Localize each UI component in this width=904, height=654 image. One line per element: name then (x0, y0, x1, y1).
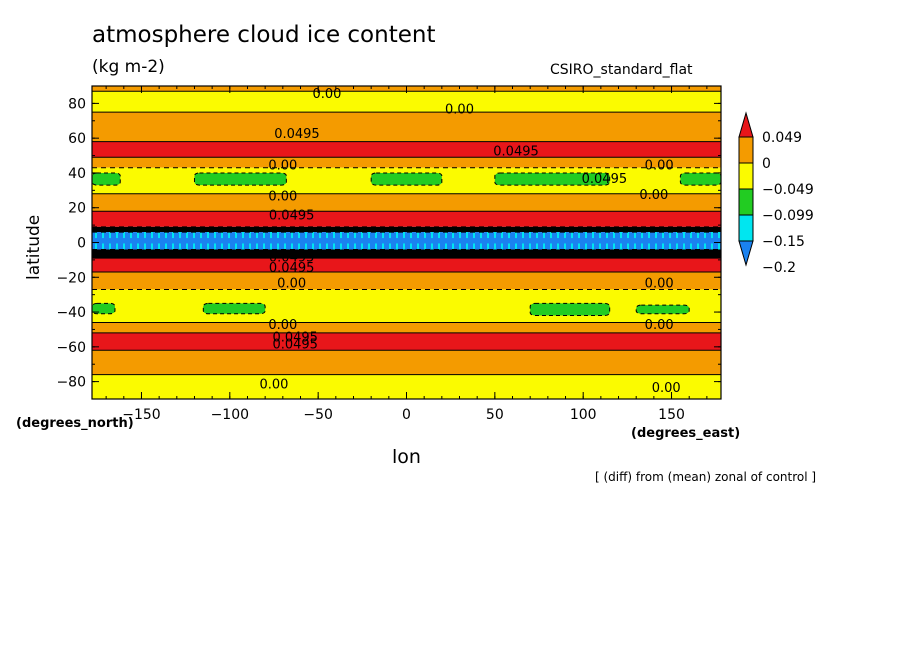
colorbar-label: 0.049 (762, 130, 802, 146)
x-tick-label: 100 (570, 407, 597, 423)
contour-label-2: 0.0495 (274, 127, 320, 142)
band-1 (92, 91, 721, 113)
x-tick-label: −100 (211, 407, 249, 423)
contour-label-1: 0.00 (445, 103, 474, 118)
colorbar-label: −0.2 (762, 260, 796, 276)
y-tick-label: 40 (68, 166, 86, 182)
colorbar-segment-1 (738, 136, 754, 164)
band-13 (92, 289, 721, 323)
y-tick-label: −40 (56, 305, 86, 321)
y-tick-label: −60 (56, 340, 86, 356)
y-tick-label: −80 (56, 375, 86, 391)
contour-label-5: 0.00 (645, 158, 674, 173)
band-8 (92, 226, 721, 233)
band-16 (92, 350, 721, 375)
chart-title: atmosphere cloud ice content (92, 22, 436, 48)
green-patch-2 (370, 172, 443, 186)
green-patch-0 (91, 172, 121, 186)
contour-label-15: 0.00 (645, 318, 674, 333)
band-15 (92, 332, 721, 351)
y-axis-label: latitude (24, 214, 44, 280)
band-7 (92, 211, 721, 227)
y-tick-label: 0 (77, 236, 86, 252)
contour-label-12: 0.0495 (269, 250, 315, 265)
colorbar-segment-2 (738, 162, 754, 190)
contour-bands (92, 86, 721, 399)
green-patch-7 (529, 302, 611, 317)
green-patch-8 (635, 304, 690, 315)
contour-label-4: 0.00 (268, 158, 297, 173)
contour-label-6: 0.0495 (582, 172, 628, 187)
contour-label-18: 0.00 (260, 377, 289, 392)
green-patch-6 (202, 302, 266, 315)
x-unit-label: (degrees_east) (631, 426, 741, 441)
footnote: [ (diff) from (mean) zonal of control ] (595, 470, 817, 484)
contour-label-0: 0.00 (313, 87, 342, 102)
equatorial-ticks (95, 232, 720, 250)
green-patches (91, 172, 722, 317)
y-tick-label: −20 (56, 270, 86, 286)
y-tick-label: 20 (68, 201, 86, 217)
model-name: CSIRO_standard_flat (550, 62, 693, 78)
contour-label-3: 0.0495 (493, 144, 539, 159)
green-patch-4 (679, 172, 722, 186)
colorbar-arrow-top (738, 111, 754, 138)
y-tick-label: 80 (68, 96, 86, 112)
colorbar-segment-4 (738, 214, 754, 242)
contour-lines (92, 90, 721, 376)
x-tick-label: 50 (486, 407, 504, 423)
colorbar-segment-3 (738, 188, 754, 216)
contour-label-7: 0.00 (268, 190, 297, 205)
band-2 (92, 112, 721, 142)
band-12 (92, 272, 721, 290)
contour-label-16: 0.0495 (272, 330, 318, 345)
colorbar-label: −0.099 (762, 208, 814, 224)
colorbar-label: 0 (762, 156, 771, 172)
x-tick-label: 0 (402, 407, 411, 423)
band-14 (92, 322, 721, 333)
x-axis: −150 −100 −50 0 50 100 150 (105, 86, 708, 423)
band-11 (92, 258, 721, 273)
y-tick-label: 60 (68, 131, 86, 147)
colorbar-label: −0.049 (762, 182, 814, 198)
contour-label-17: 0.0495 (272, 337, 318, 352)
contour-label-19: 0.00 (652, 381, 681, 396)
y-axis: 80 60 40 20 0 −20 −40 −60 −80 (56, 85, 721, 400)
colorbar: 0.049 0 −0.049 −0.099 −0.15 −0.2 (738, 111, 814, 276)
contour-label-8: 0.00 (639, 188, 668, 203)
contour-label-9: 0.0495 (269, 209, 315, 224)
green-patch-1 (193, 172, 287, 186)
y-unit-label: (degrees_north) (16, 416, 134, 431)
band-6 (92, 193, 721, 212)
band-3 (92, 141, 721, 158)
green-patch-3 (494, 172, 611, 186)
band-4 (92, 157, 721, 168)
contour-label-11: 0.00 (645, 276, 674, 291)
x-tick-label: 150 (658, 407, 685, 423)
contour-label-14: 0.00 (268, 318, 297, 333)
contour-label-13: 0.0495 (269, 261, 315, 276)
band-10 (92, 249, 721, 259)
chart-units: (kg m-2) (92, 57, 165, 77)
contour-label-10: 0.00 (277, 276, 306, 291)
x-axis-label: lon (392, 446, 421, 468)
colorbar-label: −0.15 (762, 234, 805, 250)
colorbar-arrow-bottom (738, 240, 754, 267)
x-tick-label: −150 (122, 407, 160, 423)
x-tick-label: −50 (303, 407, 333, 423)
